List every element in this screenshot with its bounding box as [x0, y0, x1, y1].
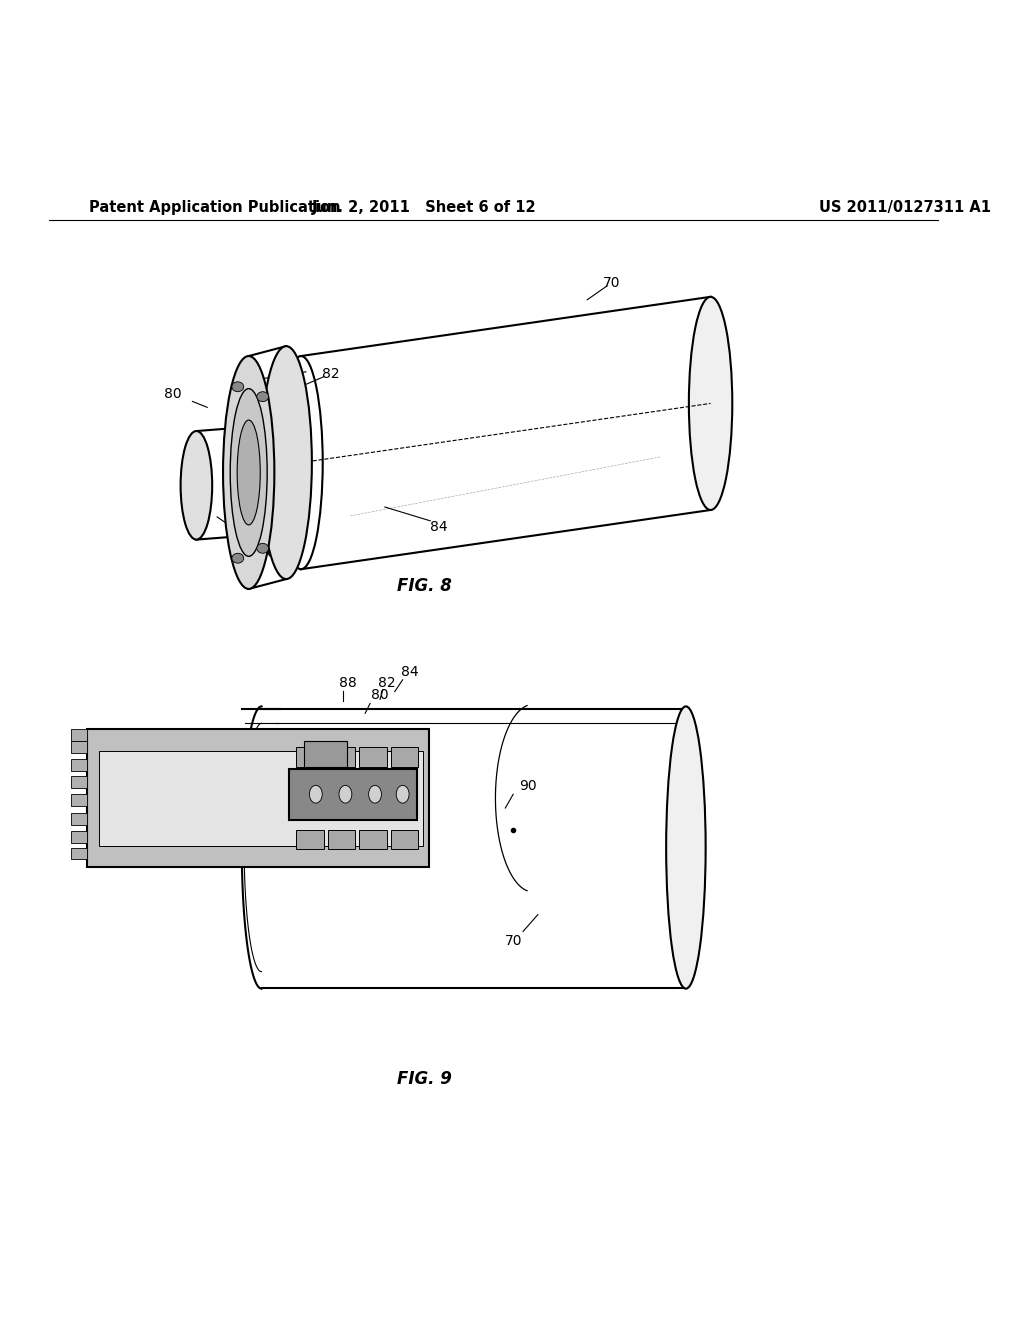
- FancyBboxPatch shape: [71, 830, 87, 842]
- Text: 84: 84: [430, 520, 447, 533]
- FancyBboxPatch shape: [71, 729, 87, 741]
- Ellipse shape: [231, 381, 244, 392]
- Text: 82: 82: [378, 676, 395, 689]
- Ellipse shape: [223, 356, 274, 589]
- Text: Patent Application Publication: Patent Application Publication: [89, 201, 340, 215]
- Ellipse shape: [667, 706, 706, 989]
- Text: 80: 80: [164, 387, 181, 400]
- Ellipse shape: [260, 346, 312, 579]
- Ellipse shape: [396, 785, 409, 803]
- FancyBboxPatch shape: [304, 741, 347, 767]
- FancyBboxPatch shape: [71, 759, 87, 771]
- Text: 84: 84: [400, 665, 419, 678]
- FancyBboxPatch shape: [71, 813, 87, 825]
- Text: 82: 82: [322, 367, 339, 380]
- Ellipse shape: [238, 420, 260, 525]
- Text: 70: 70: [603, 276, 621, 290]
- FancyBboxPatch shape: [328, 747, 355, 767]
- FancyBboxPatch shape: [71, 776, 87, 788]
- Text: Jun. 2, 2011   Sheet 6 of 12: Jun. 2, 2011 Sheet 6 of 12: [312, 201, 537, 215]
- Ellipse shape: [309, 785, 323, 803]
- FancyBboxPatch shape: [289, 768, 418, 820]
- FancyBboxPatch shape: [87, 729, 429, 867]
- Ellipse shape: [339, 785, 352, 803]
- FancyBboxPatch shape: [328, 830, 355, 850]
- FancyBboxPatch shape: [359, 830, 387, 850]
- Text: US 2011/0127311 A1: US 2011/0127311 A1: [819, 201, 991, 215]
- Text: 90: 90: [519, 779, 537, 793]
- Text: 80: 80: [371, 688, 389, 701]
- Text: 86: 86: [161, 768, 178, 783]
- Text: FIG. 9: FIG. 9: [397, 1071, 452, 1089]
- Ellipse shape: [180, 432, 212, 540]
- FancyBboxPatch shape: [359, 747, 387, 767]
- Ellipse shape: [257, 392, 268, 401]
- FancyBboxPatch shape: [391, 747, 419, 767]
- Ellipse shape: [231, 553, 244, 564]
- Text: 70: 70: [505, 935, 522, 948]
- FancyBboxPatch shape: [71, 795, 87, 807]
- Text: FIG. 8: FIG. 8: [397, 577, 452, 595]
- FancyBboxPatch shape: [296, 747, 324, 767]
- Ellipse shape: [689, 297, 732, 510]
- Text: 86: 86: [258, 546, 275, 561]
- FancyBboxPatch shape: [98, 751, 423, 846]
- FancyBboxPatch shape: [71, 847, 87, 859]
- FancyBboxPatch shape: [391, 830, 419, 850]
- Ellipse shape: [369, 785, 382, 803]
- Ellipse shape: [230, 388, 267, 556]
- FancyBboxPatch shape: [296, 830, 324, 850]
- Ellipse shape: [257, 544, 268, 553]
- Text: 88: 88: [339, 676, 356, 689]
- FancyBboxPatch shape: [71, 741, 87, 752]
